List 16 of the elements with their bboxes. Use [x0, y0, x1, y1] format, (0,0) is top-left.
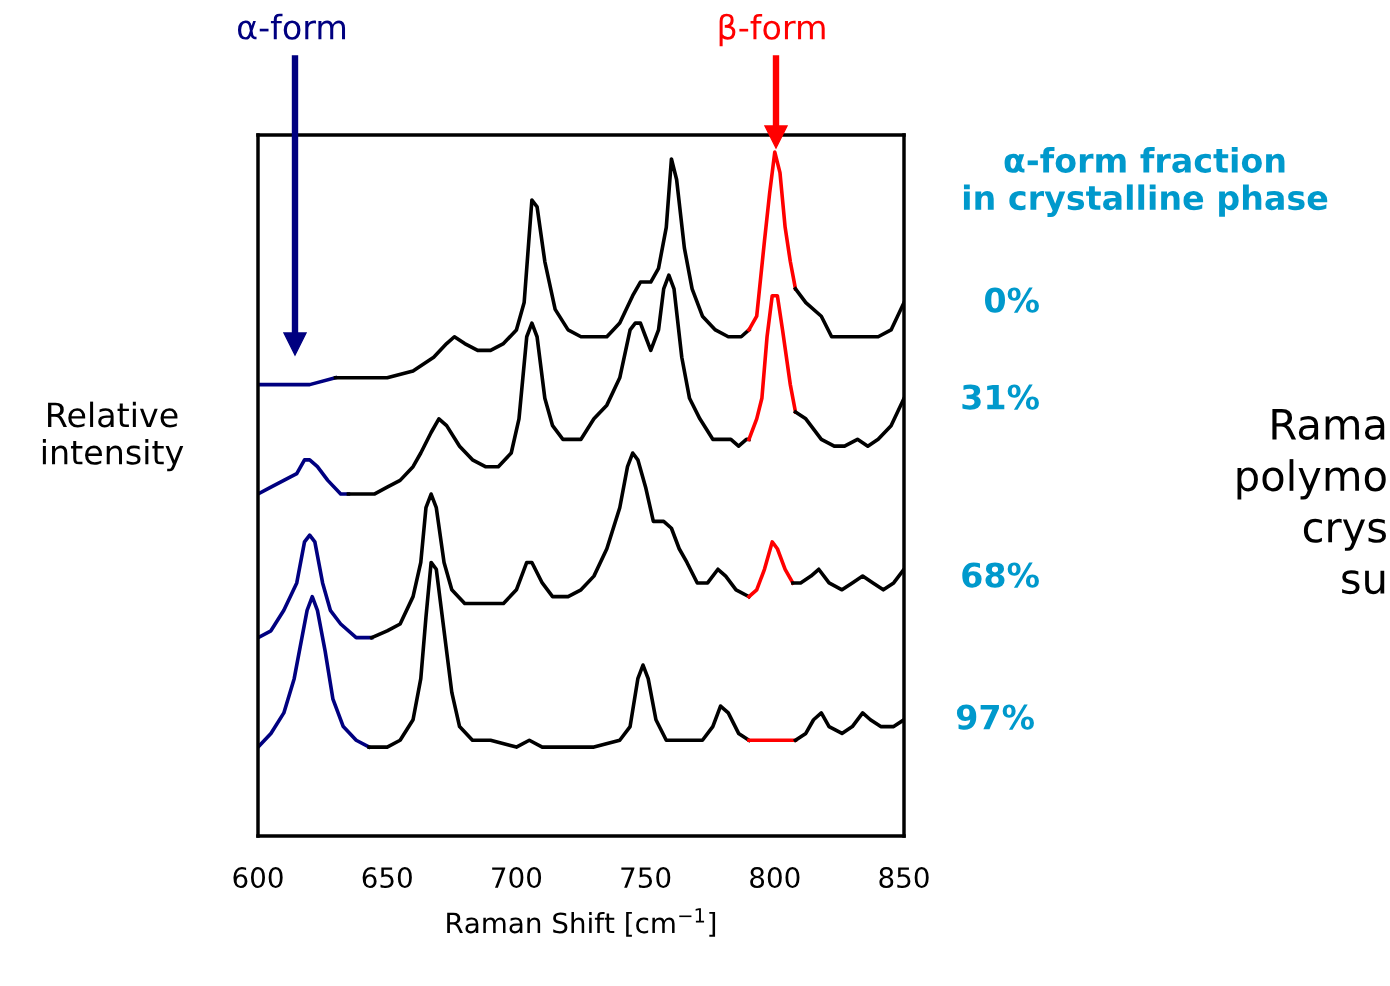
x-tick-label: 600 [233, 867, 283, 889]
text: β-form [719, 13, 825, 47]
x-tick-label: 700 [492, 867, 542, 889]
text: Rama polymo crys su [1237, 409, 1386, 595]
text: 0% [985, 287, 1039, 313]
text: 68% [962, 562, 1039, 588]
text: α-form [237, 13, 346, 40]
x-tick-label: 800 [750, 867, 800, 889]
x-tick-label: 650 [362, 867, 412, 889]
text: 97% [956, 704, 1034, 730]
x-tick-label: 850 [879, 867, 929, 889]
text: α-form fraction in crystalline phase [963, 147, 1328, 217]
x-axis-title: Raman Shift [cm$^{−1}$] [447, 908, 716, 937]
y-axis-title: Relative intensity [42, 401, 184, 472]
text: 31% [962, 384, 1039, 410]
x-tick-label: 750 [621, 867, 671, 889]
